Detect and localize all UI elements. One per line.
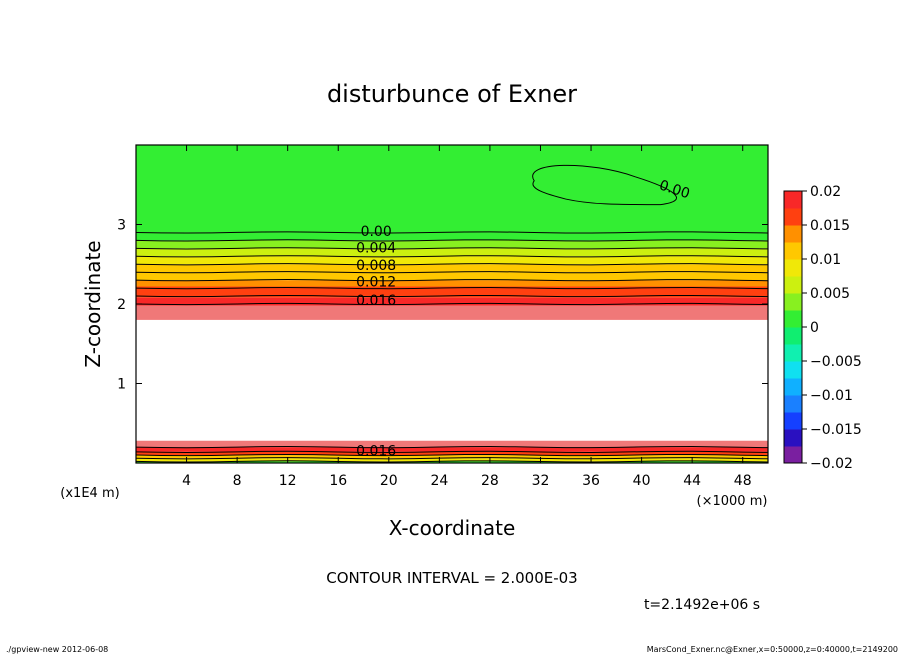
contour-line-8 <box>135 294 769 298</box>
contour-interval: CONTOUR INTERVAL = 2.000E-03 <box>326 569 577 587</box>
colorbar-step-0 <box>784 446 802 464</box>
band-13 <box>136 248 768 257</box>
y-tick-label-2: 3 <box>117 218 126 234</box>
colorbar-step-4 <box>784 378 802 396</box>
colorbar-tick-label-8: −0.02 <box>810 456 853 472</box>
contour-line-10 <box>135 446 769 449</box>
contour-line-1 <box>135 239 769 242</box>
colorbar-step-11 <box>784 259 802 277</box>
colorbar-step-7 <box>784 327 802 345</box>
band-9 <box>136 280 768 287</box>
x-tick-label-9: 40 <box>633 473 651 489</box>
x-tick-label-11: 48 <box>734 473 752 489</box>
x-tick-label-4: 20 <box>380 473 398 489</box>
contour-label-1: 0.004 <box>356 241 396 257</box>
footer-left: ./gpview-new 2012-06-08 <box>6 645 108 654</box>
band-1 <box>136 458 768 462</box>
band-10 <box>136 272 768 281</box>
x-ticks: 4 8 12 16 20 24 28 32 36 40 44 48 <box>182 145 752 489</box>
y-tick-label-1: 2 <box>117 297 126 313</box>
contour-label-3: 0.012 <box>356 275 396 291</box>
x-tick-label-5: 24 <box>430 473 448 489</box>
colorbar-tick-label-0: 0.02 <box>810 184 841 200</box>
colorbar-tick-label-3: 0.005 <box>810 286 850 302</box>
x-tick-label-10: 44 <box>683 473 701 489</box>
contour-line-3 <box>135 255 769 258</box>
x-tick-label-0: 4 <box>182 473 191 489</box>
x-tick-label-2: 12 <box>279 473 297 489</box>
x-unit-label: (×1000 m) <box>697 494 768 509</box>
contour-label-0: 0.00 <box>361 224 392 240</box>
contour-label-4: 0.016 <box>356 293 396 309</box>
colorbar-step-1 <box>784 429 802 447</box>
x-tick-label-1: 8 <box>233 473 242 489</box>
contour-line-4 <box>135 263 769 266</box>
x-tick-label-8: 36 <box>582 473 600 489</box>
colorbar-step-6 <box>784 344 802 362</box>
y-tick-label-0: 1 <box>117 377 126 393</box>
colorbar-step-13 <box>784 225 802 243</box>
chart-title: disturbunce of Exner <box>327 80 577 108</box>
band-7 <box>136 297 768 306</box>
colorbar-step-2 <box>784 412 802 430</box>
colorbar: 0.02 0.015 0.01 0.005 0 −0.005 −0.01 −0.015 −0.0… <box>783 184 862 472</box>
contour-label-2: 0.008 <box>356 258 396 274</box>
band-5 <box>136 440 768 448</box>
colorbar-step-9 <box>784 293 802 311</box>
colorbar-tick-label-7: −0.015 <box>810 422 862 438</box>
contour-line-11 <box>135 450 769 453</box>
band-16 <box>136 145 768 233</box>
plot-bands <box>136 145 768 463</box>
colorbar-tick-label-2: 0.01 <box>810 252 841 268</box>
time-label: t=2.1492e+06 s <box>644 597 760 613</box>
colorbar-step-10 <box>784 276 802 294</box>
footer-right: MarsCond_Exner.nc@Exner,x=0:50000,z=0:40… <box>647 645 898 654</box>
contour-line-5 <box>135 271 769 274</box>
colorbar-tick-label-6: −0.01 <box>810 388 853 404</box>
band-3 <box>136 451 768 456</box>
band-4 <box>136 447 768 452</box>
y-axis-label: Z-coordinate <box>81 240 105 367</box>
x-axis-label: X-coordinate <box>389 516 516 540</box>
contour-line-7 <box>135 287 769 290</box>
contour-line-6 <box>135 279 769 282</box>
y-unit-label: (x1E4 m) <box>60 486 119 501</box>
band-11 <box>136 264 768 273</box>
band-15 <box>136 232 768 241</box>
colorbar-tick-label-1: 0.015 <box>810 218 850 234</box>
colorbar-step-8 <box>784 310 802 328</box>
y-ticks: 1 2 3 <box>117 218 768 393</box>
band-14 <box>136 240 768 249</box>
colorbar-step-5 <box>784 361 802 379</box>
colorbar-step-15 <box>784 191 802 209</box>
band-0 <box>136 461 768 463</box>
contour-line-2 <box>135 247 769 250</box>
x-tick-label-6: 28 <box>481 473 499 489</box>
x-tick-label-7: 32 <box>532 473 550 489</box>
colorbar-step-12 <box>784 242 802 260</box>
colorbar-step-14 <box>784 208 802 226</box>
colorbar-tick-label-4: 0 <box>810 320 819 336</box>
colorbar-step-3 <box>784 395 802 413</box>
band-8 <box>136 286 768 298</box>
band-2 <box>136 455 768 459</box>
x-tick-label-3: 16 <box>329 473 347 489</box>
contour-lines <box>135 164 769 463</box>
contour-label-5: 0.016 <box>356 443 396 459</box>
contour-line-13 <box>135 457 769 460</box>
band-6 <box>136 305 768 320</box>
contour-line-14 <box>135 460 769 463</box>
contour-line-0 <box>135 231 769 234</box>
contour-line-12 <box>135 453 769 457</box>
contour-line-9 <box>135 302 769 306</box>
colorbar-tick-label-5: −0.005 <box>810 354 862 370</box>
contour-loop-zero <box>532 164 677 206</box>
band-12 <box>136 256 768 265</box>
